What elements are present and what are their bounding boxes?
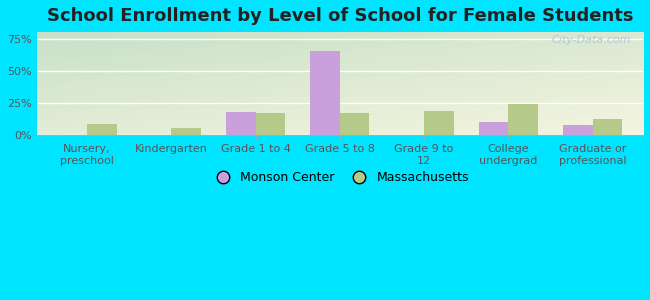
Bar	[255, 113, 285, 135]
Legend: Monson Center, Massachusetts: Monson Center, Massachusetts	[205, 166, 474, 189]
Bar	[593, 118, 622, 135]
Bar	[508, 104, 538, 135]
Bar	[87, 124, 116, 135]
Bar	[172, 128, 201, 135]
Bar	[563, 125, 593, 135]
Bar	[424, 111, 454, 135]
Title: School Enrollment by Level of School for Female Students: School Enrollment by Level of School for…	[47, 7, 633, 25]
Text: City-Data.com: City-Data.com	[551, 35, 631, 45]
Bar	[226, 112, 255, 135]
Bar	[479, 122, 508, 135]
Bar	[310, 51, 340, 135]
Bar	[340, 113, 369, 135]
